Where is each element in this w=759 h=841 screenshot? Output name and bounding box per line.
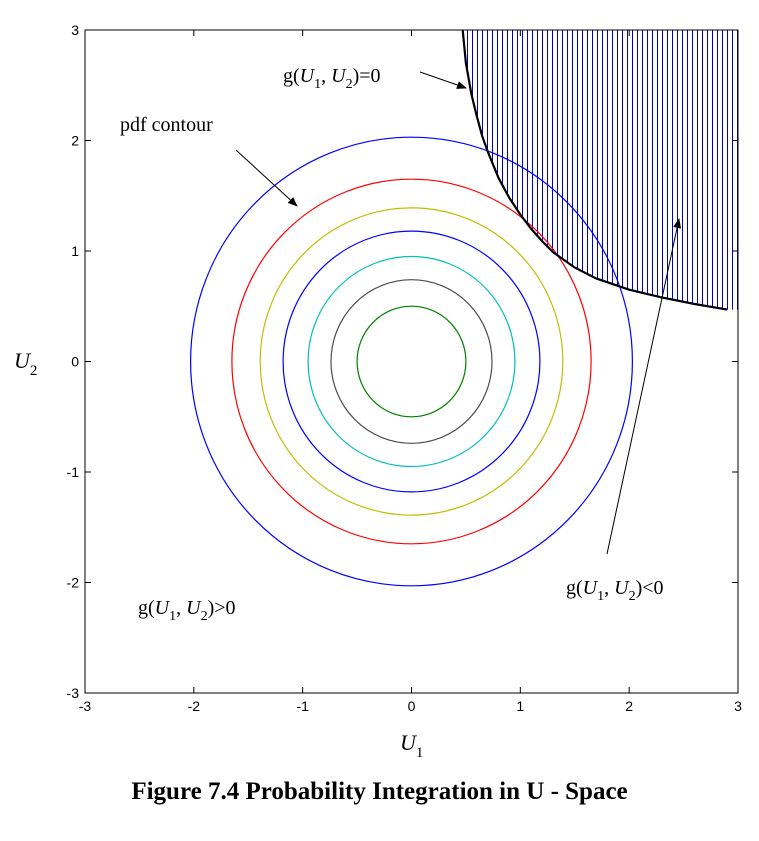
pdf-contour-5	[259, 207, 564, 516]
pdf-contour-6	[231, 178, 592, 545]
pdf-contour-4	[282, 230, 541, 493]
x-tick-label: -2	[188, 698, 201, 714]
arrow-g-negative	[606, 218, 682, 555]
x-axis-label-main: U	[400, 730, 418, 755]
limit-state-curve	[461, 30, 728, 311]
y-tick-label: 1	[71, 243, 79, 259]
annotation-g-zero: g(U1, U2)=0	[283, 65, 381, 92]
failure-region	[462, 30, 738, 310]
figure-caption: Figure 7.4 Probability Integration in U …	[131, 778, 628, 805]
arrow-g-zero	[419, 71, 467, 89]
annotation-pdf-contour: pdf contour	[120, 114, 213, 136]
y-tick-label: -3	[67, 685, 80, 701]
annotation-g-negative: g(U1, U2)<0	[566, 577, 664, 604]
pdf-contour-2	[330, 279, 493, 444]
y-tick-label: 0	[71, 354, 79, 370]
x-axis-label: U1	[400, 730, 423, 761]
x-axis: -3 -2 -1 0 1 2 3	[79, 30, 742, 714]
x-tick-label: -1	[296, 698, 309, 714]
x-tick-label: 2	[625, 698, 633, 714]
x-axis-label-sub: 1	[416, 745, 424, 761]
y-axis-label-sub: 2	[30, 363, 38, 379]
x-tick-label: -3	[79, 698, 92, 714]
y-axis-label-main: U	[14, 348, 32, 373]
pdf-contour-1	[356, 305, 467, 418]
x-tick-label: 0	[408, 698, 416, 714]
pdf-contours	[190, 136, 633, 587]
annotation-g-positive: g(U1, U2)>0	[138, 597, 236, 624]
y-tick-label: -1	[67, 464, 80, 480]
limit-state-curve-group	[461, 30, 728, 311]
arrow-pdf-contour	[235, 149, 298, 207]
pdf-contour-7	[190, 136, 633, 587]
x-tick-label: 3	[734, 698, 742, 714]
y-tick-label: 3	[71, 22, 79, 38]
y-tick-label: -2	[67, 575, 80, 591]
pdf-contour-3	[307, 255, 516, 468]
y-axis-label: U2	[14, 348, 37, 379]
failure-region-hatch	[462, 30, 738, 310]
y-axis: -3 -2 -1 0 1 2 3	[67, 22, 738, 701]
y-tick-label: 2	[71, 133, 79, 149]
x-tick-label: 1	[516, 698, 524, 714]
